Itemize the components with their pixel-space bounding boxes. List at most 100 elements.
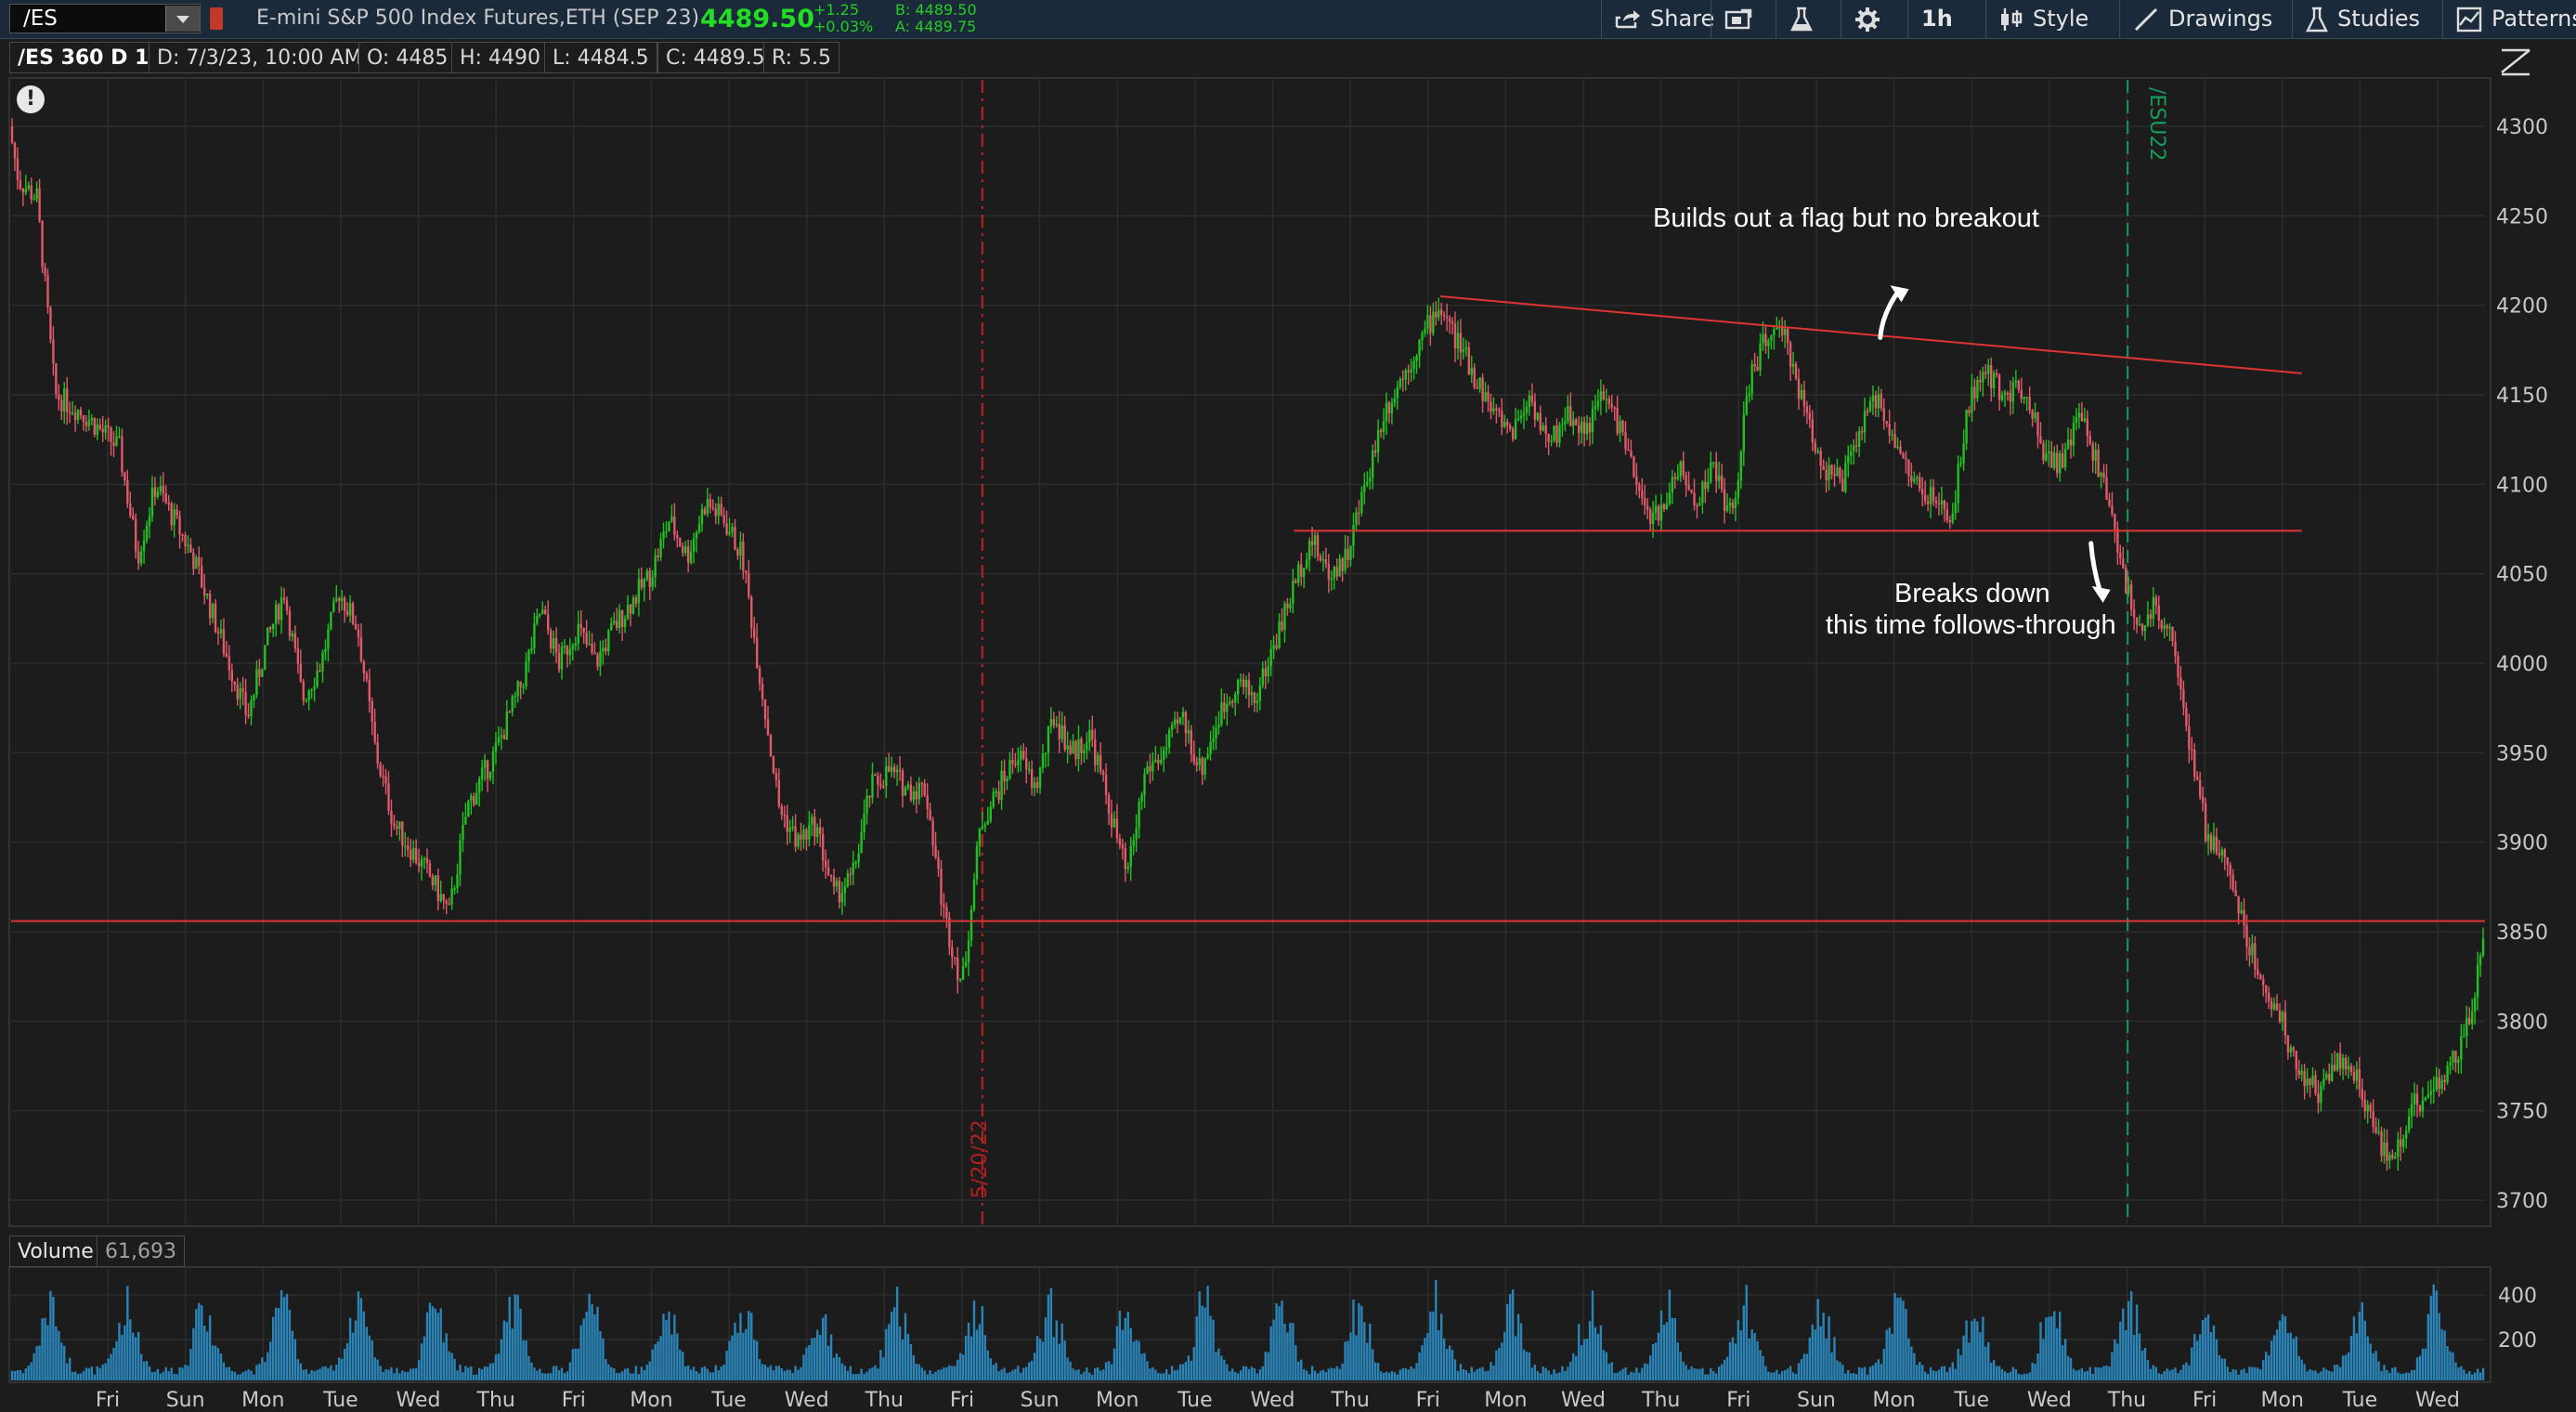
volume-bar [2009, 1371, 2012, 1380]
volume-bar [398, 1373, 401, 1380]
volume-bar [428, 1302, 432, 1380]
settings-button[interactable] [1841, 0, 1907, 38]
volume-bar [19, 1370, 22, 1380]
flask-button[interactable] [1776, 0, 1841, 38]
volume-bar [1659, 1310, 1663, 1380]
candle-body [1992, 373, 1996, 388]
volume-bar [274, 1307, 278, 1380]
volume-bar [1866, 1374, 1869, 1380]
volume-bar [579, 1325, 582, 1380]
volume-bar [1321, 1369, 1325, 1380]
share-button[interactable]: Share [1601, 0, 1714, 38]
annotation-arrows[interactable] [1878, 285, 2111, 603]
alert-icon[interactable] [210, 7, 223, 30]
volume-bar [1671, 1317, 1674, 1380]
volume-bar [2309, 1369, 2311, 1380]
volume-bar [750, 1313, 753, 1380]
candle-body [411, 847, 415, 860]
patterns-button[interactable]: Patterns [2442, 0, 2576, 38]
expand-icon[interactable] [2498, 45, 2535, 78]
candle-body [684, 546, 687, 554]
volume-bar [1676, 1342, 1679, 1380]
candle-body [319, 670, 321, 673]
volume-bar [280, 1289, 283, 1380]
candle-body [2374, 1127, 2377, 1133]
timeframe-button[interactable]: 1h [1907, 0, 1985, 38]
candle-body [1058, 724, 1060, 739]
candle-body [1190, 730, 1193, 754]
candle-body [1877, 394, 1880, 409]
candle-body [41, 220, 44, 268]
candle-body [107, 425, 110, 428]
alert-icon[interactable]: ! [17, 85, 45, 113]
gear-icon [1855, 7, 1880, 32]
candle-body [888, 765, 891, 772]
volume-bar [1916, 1365, 1919, 1380]
last-price: 4489.50 [700, 5, 814, 33]
volume-bar [396, 1367, 398, 1380]
volume-bar [1854, 1374, 1858, 1380]
volume-bar [1514, 1336, 1517, 1380]
price-tick-label: 4050 [2496, 564, 2548, 587]
volume-bar [585, 1311, 588, 1380]
breakdown-annotation-line1[interactable]: Breaks down [1894, 579, 2050, 608]
candle-body [1578, 425, 1581, 433]
studies-button[interactable]: Studies [2292, 0, 2442, 38]
chart-name[interactable]: /ES 360 D 1h [9, 42, 173, 73]
candle-body [299, 663, 302, 682]
volume-bar [1522, 1349, 1526, 1380]
volume-bar [2028, 1372, 2031, 1380]
volume-bar [981, 1306, 984, 1380]
candle-body [626, 604, 630, 619]
volume-bar [332, 1370, 335, 1380]
candle-body [763, 699, 767, 720]
drawings-button[interactable]: Drawings [2119, 0, 2292, 38]
volume-bar [1605, 1352, 1607, 1380]
candle-body [940, 869, 943, 905]
candle-body [1558, 425, 1561, 443]
candle-body [132, 515, 135, 519]
volume-label[interactable]: Volume [9, 1236, 102, 1267]
style-button[interactable]: Style [1985, 0, 2106, 38]
volume-bar [2349, 1336, 2353, 1380]
volume-bar [73, 1371, 77, 1380]
candle-body [1948, 519, 1951, 523]
screenshot-button[interactable] [1711, 0, 1776, 38]
candle-body [915, 791, 918, 800]
candle-body [1165, 747, 1168, 750]
volume-bar [71, 1371, 74, 1380]
candle-body [2465, 1017, 2468, 1037]
candle-body [1528, 395, 1531, 407]
trendlines[interactable] [11, 295, 2485, 922]
breakdown-annotation-line2[interactable]: this time follows-through [1826, 610, 2116, 640]
candle-body [1657, 505, 1660, 521]
candle-body [1418, 340, 1421, 357]
volume-bar [502, 1320, 506, 1380]
symbol-dropdown-button[interactable] [165, 6, 200, 32]
volume-bar [2245, 1373, 2248, 1380]
time-axis[interactable]: Fri Sun Mon Tue Wed Thu Fri Mon Tue Wed Thu Fri Sun M… [96, 1389, 2460, 1412]
candle-body [1725, 505, 1729, 512]
price-axis[interactable]: 4300425042004150410040504000395039003850… [2496, 116, 2548, 1213]
candle-body [1047, 726, 1050, 753]
volume-bar [244, 1370, 247, 1380]
candle-body [291, 633, 294, 637]
candle-body [620, 609, 624, 627]
volume-bar [1195, 1316, 1198, 1380]
volume-bar [2122, 1308, 2125, 1380]
candle-body [948, 918, 951, 948]
candle-body [2063, 449, 2067, 468]
candle-body [582, 627, 585, 634]
volume-bar [1607, 1363, 1610, 1380]
volume-bar [557, 1370, 561, 1380]
candle-body [1871, 395, 1875, 402]
flag-annotation[interactable]: Builds out a flag but no breakout [1653, 203, 2039, 233]
candle-body [1607, 399, 1610, 404]
candle-body [2163, 624, 2166, 629]
flag-arrow-head [1890, 285, 1909, 303]
candle-body [596, 654, 599, 667]
candle-body [605, 647, 607, 652]
candle-body [1530, 395, 1534, 402]
candle-body [813, 817, 816, 837]
